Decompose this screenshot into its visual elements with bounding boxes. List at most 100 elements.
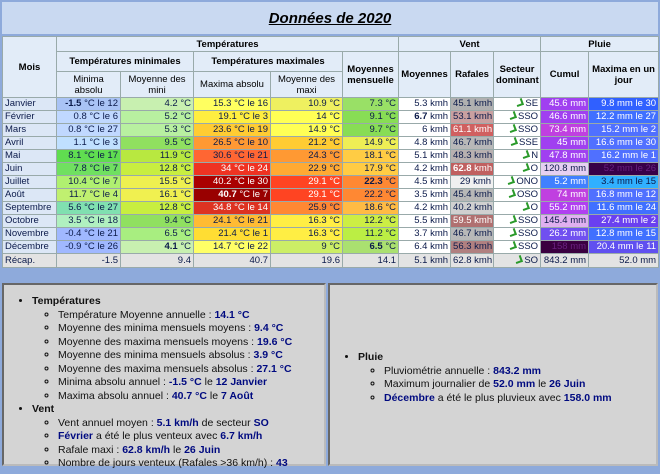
data-cell: 40.7 °C le 7: [193, 188, 271, 202]
section: PluiePluviométrie annuelle : 843.2 mmMax…: [358, 351, 656, 405]
data-cell: 6.7 kmh: [398, 110, 452, 124]
data-cell: 62.8 kmh: [450, 162, 495, 176]
summary-text: Vent annuel moyen :: [58, 416, 157, 429]
summary-item: Rafale maxi : 62.8 km/h le 26 Juin: [58, 444, 324, 458]
wind-direction-cell: SSO: [493, 110, 542, 124]
data-cell: 22.2 °C: [341, 188, 400, 202]
summary-value: 26 Juin: [549, 378, 586, 390]
summary-item: Maxima absolu annuel : 40.7 °C le 7 Août: [58, 390, 324, 404]
data-cell: -0.4 °C le 21: [56, 227, 121, 241]
direction-icon: [509, 137, 519, 146]
summary-value: 27.1 °C: [256, 362, 292, 375]
section: TempératuresTempérature Moyenne annuelle…: [32, 295, 324, 403]
data-cell: 14.7 °C le 22: [193, 240, 271, 254]
data-cell: 16.8 mm le 12: [588, 188, 660, 202]
data-cell: 12.2 mm le 27: [588, 110, 660, 124]
data-cell: 9.1 °C: [341, 110, 400, 124]
data-cell: 73.4 mm: [540, 123, 590, 137]
summary-value: SO: [253, 416, 269, 429]
data-cell: 5.2 °C: [120, 110, 194, 124]
header-cell: Moyennes: [398, 51, 452, 98]
data-cell: 145.4 mm: [540, 214, 590, 228]
data-cell: 52.0 mm: [588, 253, 660, 268]
data-cell: 14 °C: [270, 110, 343, 124]
data-cell: 12.2 °C: [341, 214, 400, 228]
direction-icon: [515, 98, 525, 107]
data-cell: 40.7: [193, 253, 271, 268]
summary-item: Moyenne des minima mensuels moyens : 9.4…: [58, 322, 324, 336]
data-cell: 29.1 °C: [270, 188, 343, 202]
header-cell: Minima absolu: [56, 71, 121, 98]
section-title: Températures: [32, 295, 101, 307]
summary-text: le: [201, 376, 216, 388]
data-cell: 16.1 °C: [120, 188, 194, 202]
month-cell: Janvier: [2, 97, 57, 111]
header-cell: Températures maximales: [193, 51, 343, 72]
wind-direction-cell: SO: [493, 253, 542, 268]
summary-text: Moyenne des maxima mensuels moyens :: [58, 335, 258, 348]
direction-icon: [508, 228, 517, 237]
summary-value: 52.0 mm: [493, 378, 536, 390]
summary-text: Moyenne des maxima mensuels absolus :: [58, 362, 257, 375]
data-cell: 3.5 °C le 18: [56, 214, 121, 228]
data-cell: 40.2 °C le 30: [193, 175, 271, 189]
data-cell: 30.6 °C le 21: [193, 149, 271, 163]
data-cell: 14.1: [341, 253, 400, 268]
summary-text: Minima absolu annuel :: [58, 376, 169, 388]
direction-icon: [520, 163, 530, 172]
data-cell: 19.1 °C le 3: [193, 110, 271, 124]
summary-value: 3.9 °C: [253, 349, 283, 361]
summary-item: Vent annuel moyen : 5.1 km/h de secteur …: [58, 417, 324, 431]
data-cell: 29.1 °C: [270, 175, 343, 189]
table-row: Avril 1.1 °C le 3 9.5 °C 26.5 °C le 10 21.2 …: [2, 136, 660, 150]
month-cell: Septembre: [2, 201, 57, 215]
summary-value: 43: [275, 457, 288, 469]
month-cell: Mai: [2, 149, 57, 163]
summary-item: Décembre a été le plus pluvieux avec 158…: [384, 392, 656, 406]
data-cell: 5.2 mm: [540, 175, 590, 189]
direction-icon: [508, 111, 517, 120]
section-list: PluiePluviométrie annuelle : 843.2 mmMax…: [330, 351, 656, 405]
item-list: Pluviométrie annuelle : 843.2 mmMaximum …: [358, 365, 656, 406]
table-row: Récap. -1.5 9.4 40.7 19.6 14.1 5.1 kmh 62.8 kmh…: [2, 253, 660, 268]
data-cell: -0.9 °C le 26: [56, 240, 121, 254]
data-cell: 5.3 kmh: [398, 97, 452, 111]
data-cell: 16.6 mm le 30: [588, 136, 660, 150]
data-cell: 11.6 mm le 24: [588, 201, 660, 215]
month-cell: Récap.: [2, 253, 57, 268]
data-cell: 843.2 mm: [540, 253, 590, 268]
table-row: Octobre 3.5 °C le 18 9.4 °C 24.1 °C le 21 16…: [2, 214, 660, 228]
table-header: Mois Températures Vent Pluie Températures m…: [2, 36, 660, 98]
section-title: Vent: [32, 403, 55, 415]
summary-item: Nombre de jours venteux (Rafales >36 km/…: [58, 457, 324, 471]
data-cell: 6.5 °C: [120, 227, 194, 241]
wind-direction-cell: ONO: [493, 175, 542, 189]
summary-text: Moyenne des minima mensuels moyens :: [58, 322, 255, 334]
data-cell: 18.6 °C: [341, 201, 400, 215]
summary-value: 843.2 mm: [493, 364, 542, 377]
data-cell: 22.9 °C: [270, 162, 343, 176]
data-cell: 9.4 °C: [120, 214, 194, 228]
data-cell: 6.4 kmh: [398, 240, 452, 254]
summary-item: Pluviométrie annuelle : 843.2 mm: [384, 365, 656, 379]
header-cell: Vent: [398, 36, 542, 52]
data-cell: 26.2 mm: [540, 227, 590, 241]
data-cell: 10.4 °C le 7: [56, 175, 121, 189]
summary-text: Rafale maxi :: [58, 443, 123, 456]
data-cell: 4.2 °C: [120, 97, 194, 111]
data-cell: 46.7 kmh: [450, 136, 495, 150]
summary-value: 19.6 °C: [257, 335, 293, 348]
data-cell: 6.5 °C: [341, 240, 400, 254]
direction-text: SO: [524, 254, 539, 266]
summary-item: Moyenne des maxima mensuels absolus : 27…: [58, 363, 324, 377]
data-cell: 5.6 °C le 27: [56, 201, 121, 215]
month-cell: Décembre: [2, 240, 57, 254]
direction-text: O: [530, 163, 539, 175]
summary-item: Février a été le plus venteux avec 6.7 k…: [58, 430, 324, 444]
data-cell: 14.9 °C: [341, 136, 400, 150]
data-cell: 5.1 kmh: [398, 253, 452, 268]
summary-item: Moyenne des minima mensuels absolus : 3.…: [58, 349, 324, 363]
summary-text: a été le plus pluvieux avec: [434, 391, 564, 404]
month-cell: Juin: [2, 162, 57, 176]
wind-direction-cell: O: [493, 162, 542, 176]
